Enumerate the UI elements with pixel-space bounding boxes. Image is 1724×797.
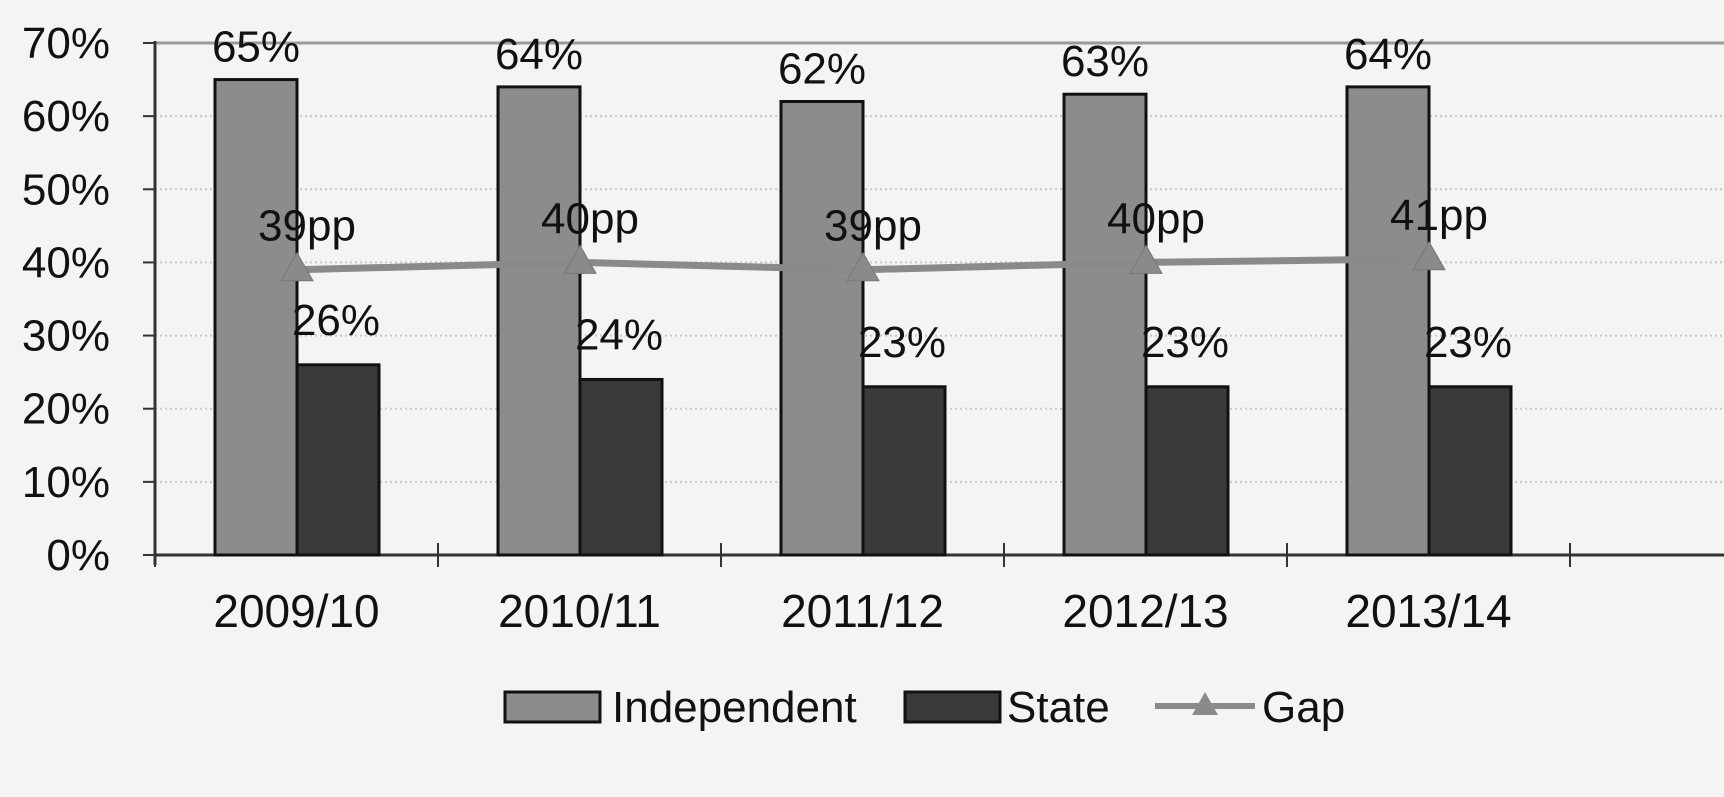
gap-marker bbox=[280, 251, 314, 282]
bar-independent bbox=[779, 100, 865, 557]
bars bbox=[213, 78, 1513, 557]
data-label-independent: 64% bbox=[495, 30, 583, 79]
legend-label-independent: Independent bbox=[612, 683, 857, 732]
data-label-independent: 62% bbox=[778, 45, 866, 94]
y-tick-label: 0% bbox=[46, 531, 110, 580]
legend-swatch-independent bbox=[503, 690, 602, 724]
data-label-independent: 64% bbox=[1344, 30, 1432, 79]
legend: Independent State Gap bbox=[503, 683, 1345, 732]
x-tick-label: 2009/10 bbox=[213, 585, 379, 637]
y-tick-label: 70% bbox=[22, 19, 110, 68]
bar-independent bbox=[1345, 85, 1431, 557]
bar-state bbox=[1144, 385, 1230, 557]
x-tick-label: 2013/14 bbox=[1345, 585, 1511, 637]
y-tick-label: 30% bbox=[22, 312, 110, 361]
data-label-state: 23% bbox=[1141, 318, 1229, 367]
y-tick-label: 40% bbox=[22, 238, 110, 287]
y-tick-label: 20% bbox=[22, 385, 110, 434]
gap-marker bbox=[846, 251, 880, 282]
gridlines bbox=[155, 41, 1724, 483]
data-label-independent: 65% bbox=[212, 23, 300, 72]
bar-independent bbox=[213, 78, 299, 557]
data-label-state: 23% bbox=[858, 318, 946, 367]
data-label-state: 23% bbox=[1424, 318, 1512, 367]
bar-state bbox=[295, 363, 381, 557]
legend-label-state: State bbox=[1007, 683, 1110, 732]
data-label-independent: 63% bbox=[1061, 37, 1149, 86]
data-label-gap: 40pp bbox=[1107, 194, 1205, 243]
bar-state bbox=[861, 385, 947, 557]
data-label-state: 26% bbox=[292, 296, 380, 345]
data-label-state: 24% bbox=[575, 310, 663, 359]
gap-marker bbox=[1129, 244, 1163, 274]
gap-marker bbox=[563, 244, 597, 274]
gap-line bbox=[280, 240, 1446, 282]
legend-label-gap: Gap bbox=[1262, 683, 1345, 732]
bar-independent bbox=[1062, 92, 1148, 557]
data-label-gap: 39pp bbox=[824, 202, 922, 251]
bar-state bbox=[578, 377, 664, 557]
data-label-gap: 40pp bbox=[541, 194, 639, 243]
x-tick-label: 2010/11 bbox=[498, 585, 661, 637]
y-tick-label: 10% bbox=[22, 458, 110, 507]
y-tick-label: 60% bbox=[22, 92, 110, 141]
bar-independent bbox=[496, 85, 582, 557]
legend-swatch-state bbox=[903, 690, 1002, 724]
bar-state bbox=[1427, 385, 1513, 557]
x-tick-label: 2011/12 bbox=[781, 585, 944, 637]
data-label-gap: 41pp bbox=[1390, 191, 1488, 240]
data-label-gap: 39pp bbox=[258, 202, 356, 251]
x-tick-label: 2012/13 bbox=[1062, 585, 1228, 637]
data-labels: 65% 26% 64% 24% 62% 23% 63% 23% 64% 23% 39pp 40pp 39… bbox=[212, 23, 1512, 367]
y-tick-label: 50% bbox=[22, 165, 110, 214]
legend-marker-gap bbox=[1192, 692, 1218, 715]
axes: 0% 10% 20% 30% 40% 50% 60% 70% 2009/10 2010/11 201… bbox=[22, 19, 1724, 637]
gap-marker bbox=[1412, 240, 1446, 271]
